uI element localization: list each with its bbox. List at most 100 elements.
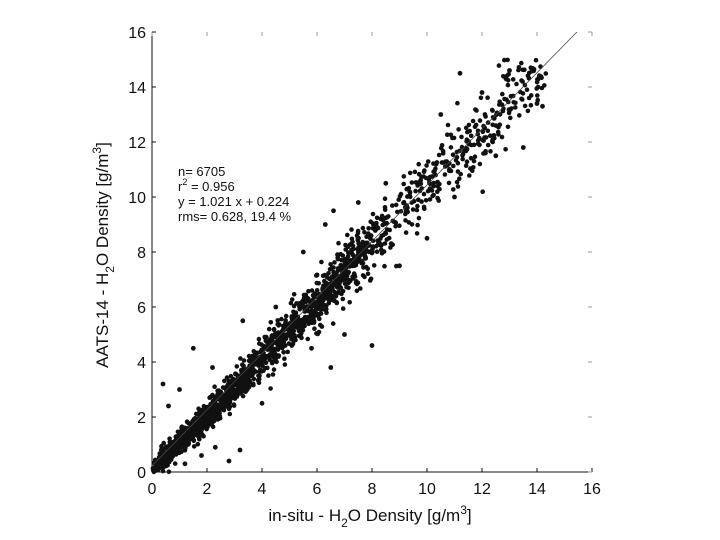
data-point <box>451 135 457 141</box>
data-point <box>438 145 444 151</box>
data-point <box>478 95 484 101</box>
data-point <box>409 180 415 185</box>
data-point <box>217 396 222 402</box>
data-point <box>530 66 535 71</box>
data-point <box>379 251 385 256</box>
data-point <box>161 440 166 446</box>
data-point <box>497 112 503 117</box>
x-tick-label: 10 <box>418 481 436 498</box>
data-point <box>317 298 322 304</box>
data-point <box>517 113 522 118</box>
data-point <box>249 355 255 361</box>
data-point <box>244 373 249 379</box>
data-point <box>445 163 450 168</box>
data-point <box>250 381 256 387</box>
data-point <box>172 444 178 449</box>
data-point <box>539 85 545 91</box>
data-point <box>245 382 251 388</box>
data-point <box>437 186 442 192</box>
data-point <box>296 333 302 339</box>
data-point <box>270 372 276 377</box>
data-point <box>481 123 486 129</box>
data-point <box>226 406 232 412</box>
data-point <box>415 183 420 188</box>
data-point <box>505 57 510 63</box>
data-point <box>281 350 286 355</box>
data-point <box>520 145 526 150</box>
data-point <box>302 309 308 314</box>
data-point <box>232 393 238 399</box>
data-point <box>290 325 296 331</box>
y-label-sup: 3 <box>90 147 104 154</box>
data-point <box>335 279 341 284</box>
data-point <box>344 284 349 290</box>
data-point <box>451 187 456 192</box>
data-point <box>416 215 422 221</box>
data-point <box>296 328 302 334</box>
data-point <box>361 265 366 270</box>
data-point <box>397 263 402 269</box>
data-point <box>519 96 524 102</box>
data-point <box>268 386 273 391</box>
data-point <box>184 427 189 432</box>
data-point <box>510 77 516 82</box>
data-point <box>459 134 464 140</box>
data-point <box>163 463 169 469</box>
data-point <box>422 168 427 173</box>
data-point <box>403 230 409 235</box>
data-point <box>464 159 470 164</box>
data-point <box>424 235 430 241</box>
data-point <box>167 436 172 442</box>
stat-r2: r2 = 0.956 <box>178 177 235 194</box>
data-point <box>398 191 404 197</box>
data-point <box>195 441 201 447</box>
data-point <box>296 321 301 326</box>
data-point <box>237 447 243 453</box>
data-point <box>496 63 502 68</box>
data-point <box>380 218 386 223</box>
data-point <box>445 132 450 137</box>
data-point <box>199 407 205 413</box>
data-point <box>193 429 199 434</box>
data-point <box>381 232 386 238</box>
data-point <box>501 74 506 79</box>
data-point <box>539 75 544 81</box>
data-point <box>340 306 346 311</box>
data-point <box>304 295 310 301</box>
data-point <box>345 250 351 255</box>
data-point <box>346 258 351 264</box>
data-point <box>382 205 388 210</box>
data-point <box>367 278 373 283</box>
data-point <box>468 155 474 161</box>
data-point <box>319 324 325 329</box>
data-point <box>434 160 440 165</box>
data-point <box>480 129 486 134</box>
data-point <box>418 178 423 184</box>
data-point <box>355 228 361 234</box>
data-point <box>335 256 341 262</box>
data-point <box>446 180 452 186</box>
data-point <box>513 105 518 110</box>
data-point <box>324 306 329 312</box>
data-point <box>290 341 296 347</box>
data-point <box>308 315 314 321</box>
data-point <box>342 281 348 286</box>
data-point <box>326 271 331 276</box>
data-point <box>374 215 380 221</box>
data-point <box>322 222 328 227</box>
data-point <box>396 197 402 202</box>
data-point <box>351 253 356 258</box>
data-point <box>300 303 306 308</box>
y-tick-label: 12 <box>128 135 146 152</box>
stat-n: n= 6705 <box>178 164 225 179</box>
data-point <box>191 438 197 444</box>
data-point <box>270 338 275 344</box>
data-point <box>207 395 212 401</box>
data-point <box>275 318 281 323</box>
y-tick-label: 14 <box>128 80 146 97</box>
data-point <box>272 354 278 360</box>
data-point <box>516 65 522 70</box>
data-point <box>251 376 257 382</box>
data-point <box>379 213 385 219</box>
data-point <box>178 435 183 441</box>
